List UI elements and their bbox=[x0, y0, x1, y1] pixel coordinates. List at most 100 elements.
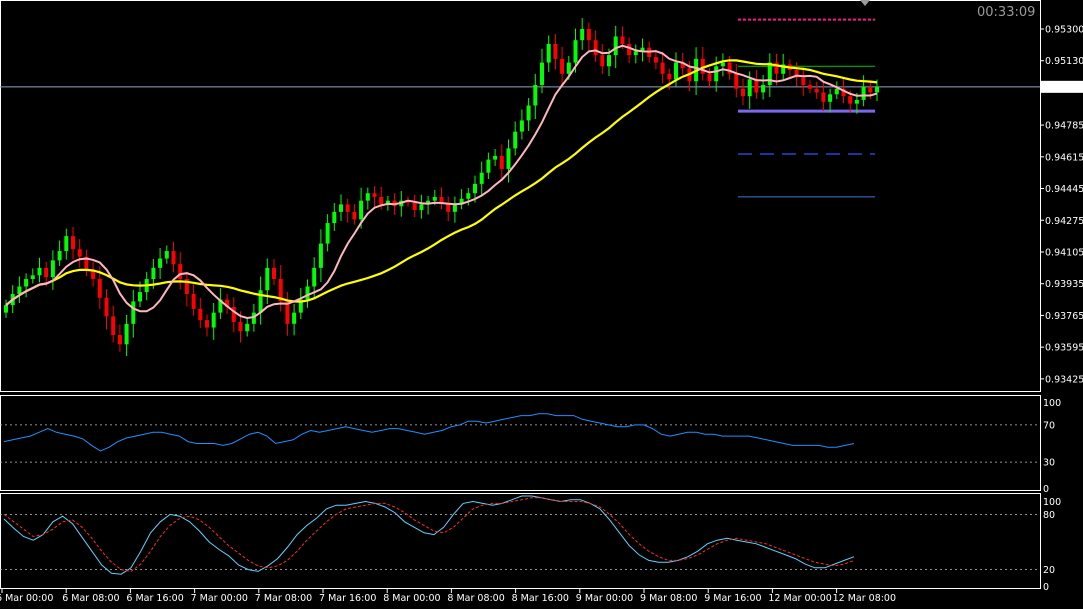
candle bbox=[801, 67, 806, 96]
time-tick-label: 7 Mar 00:00 bbox=[191, 593, 248, 604]
indicator-tick-label: 0 bbox=[1043, 582, 1049, 593]
candle bbox=[198, 297, 203, 328]
candle bbox=[540, 48, 544, 94]
candle bbox=[533, 73, 538, 119]
candle bbox=[439, 187, 444, 210]
candle bbox=[218, 288, 223, 319]
moving-averages bbox=[5, 44, 878, 320]
candle bbox=[667, 68, 672, 90]
candle bbox=[24, 273, 29, 298]
candle bbox=[875, 79, 879, 102]
candle bbox=[352, 204, 357, 225]
candle bbox=[117, 324, 122, 352]
candle bbox=[808, 80, 812, 94]
price-levels bbox=[738, 18, 875, 198]
candle bbox=[633, 44, 638, 64]
candle bbox=[794, 62, 799, 87]
time-tick-label: 12 Mar 00:00 bbox=[768, 593, 831, 604]
time-tick-label: 8 Mar 08:00 bbox=[447, 593, 504, 604]
candle bbox=[50, 250, 55, 290]
candle bbox=[600, 44, 605, 75]
price-tick-label: 0.95300 bbox=[1045, 24, 1083, 35]
candle bbox=[231, 297, 236, 333]
candle bbox=[660, 51, 665, 84]
price-pane-frame bbox=[0, 0, 1041, 392]
candle bbox=[164, 245, 169, 264]
price-tick-label: 0.93935 bbox=[1045, 279, 1083, 290]
candle bbox=[828, 88, 833, 113]
time-tick-label: 12 Mar 08:00 bbox=[833, 593, 896, 604]
candle bbox=[700, 46, 705, 81]
candle bbox=[613, 25, 618, 69]
current-price-tag bbox=[1041, 80, 1083, 93]
price-tick-label: 0.94445 bbox=[1045, 184, 1083, 195]
candle bbox=[754, 70, 759, 99]
time-tick-label: 9 Mar 08:00 bbox=[640, 593, 697, 604]
price-tick-label: 0.93765 bbox=[1045, 311, 1083, 322]
candle bbox=[580, 17, 585, 50]
candle bbox=[191, 284, 196, 316]
candle bbox=[499, 144, 504, 180]
candles bbox=[4, 17, 879, 356]
candle bbox=[486, 152, 491, 180]
time-tick-label: 9 Mar 16:00 bbox=[704, 593, 761, 604]
candle bbox=[285, 292, 290, 336]
time-tick-label: 8 Mar 00:00 bbox=[383, 593, 440, 604]
candle bbox=[493, 148, 498, 166]
candle bbox=[627, 37, 632, 63]
candle bbox=[372, 186, 377, 208]
candle bbox=[761, 74, 766, 100]
time-tick-label: 6 Mar 00:00 bbox=[0, 593, 53, 604]
indicator-tick-label: 0 bbox=[1043, 484, 1049, 495]
candle bbox=[57, 240, 62, 266]
candle bbox=[720, 53, 725, 77]
candle bbox=[419, 194, 424, 219]
candle bbox=[211, 302, 216, 340]
indicator-tick-label: 30 bbox=[1043, 458, 1055, 469]
candle bbox=[365, 187, 370, 210]
price-tick-label: 0.94615 bbox=[1045, 152, 1083, 163]
candle bbox=[318, 229, 323, 283]
time-tick-label: 9 Mar 00:00 bbox=[576, 593, 633, 604]
candle bbox=[258, 276, 263, 325]
candle bbox=[312, 257, 317, 298]
indicator-tick-label: 100 bbox=[1043, 497, 1061, 508]
candle bbox=[71, 226, 75, 260]
candle bbox=[124, 314, 129, 356]
candle bbox=[741, 78, 745, 106]
candle bbox=[553, 34, 558, 70]
candle bbox=[653, 49, 658, 70]
candle bbox=[171, 241, 176, 273]
shift-marker-icon[interactable] bbox=[860, 0, 870, 6]
candle bbox=[734, 64, 739, 98]
candle bbox=[821, 81, 826, 112]
candle bbox=[178, 252, 183, 290]
candle bbox=[30, 268, 35, 284]
pane-frames bbox=[0, 0, 1041, 589]
candle bbox=[325, 214, 330, 252]
indicator-tick-label: 70 bbox=[1043, 420, 1055, 431]
candle bbox=[640, 38, 645, 62]
price-tick-label: 0.93595 bbox=[1045, 343, 1083, 354]
candle bbox=[446, 196, 451, 222]
candle bbox=[298, 288, 303, 319]
rsi-pane: 100 70 30 0 bbox=[0, 398, 1061, 495]
stochastic-main-line bbox=[3, 495, 855, 575]
time-tick-label: 8 Mar 16:00 bbox=[512, 593, 569, 604]
candle bbox=[131, 289, 136, 338]
time-tick-label: 7 Mar 16:00 bbox=[319, 593, 376, 604]
candle bbox=[4, 299, 8, 318]
price-tick-label: 0.93425 bbox=[1045, 374, 1083, 385]
ma-fast-line bbox=[5, 44, 878, 320]
candle bbox=[332, 203, 337, 231]
candle bbox=[459, 189, 464, 210]
candle bbox=[292, 303, 297, 336]
candle bbox=[767, 53, 772, 97]
candle bbox=[560, 46, 565, 87]
candle bbox=[593, 30, 598, 62]
candle bbox=[104, 289, 109, 330]
ma-slow-line bbox=[5, 59, 878, 307]
indicator-tick-label: 100 bbox=[1043, 398, 1061, 409]
candle bbox=[526, 98, 531, 131]
